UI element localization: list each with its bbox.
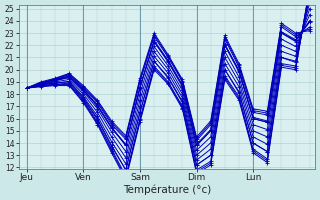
X-axis label: Température (°c): Température (°c) (123, 185, 211, 195)
